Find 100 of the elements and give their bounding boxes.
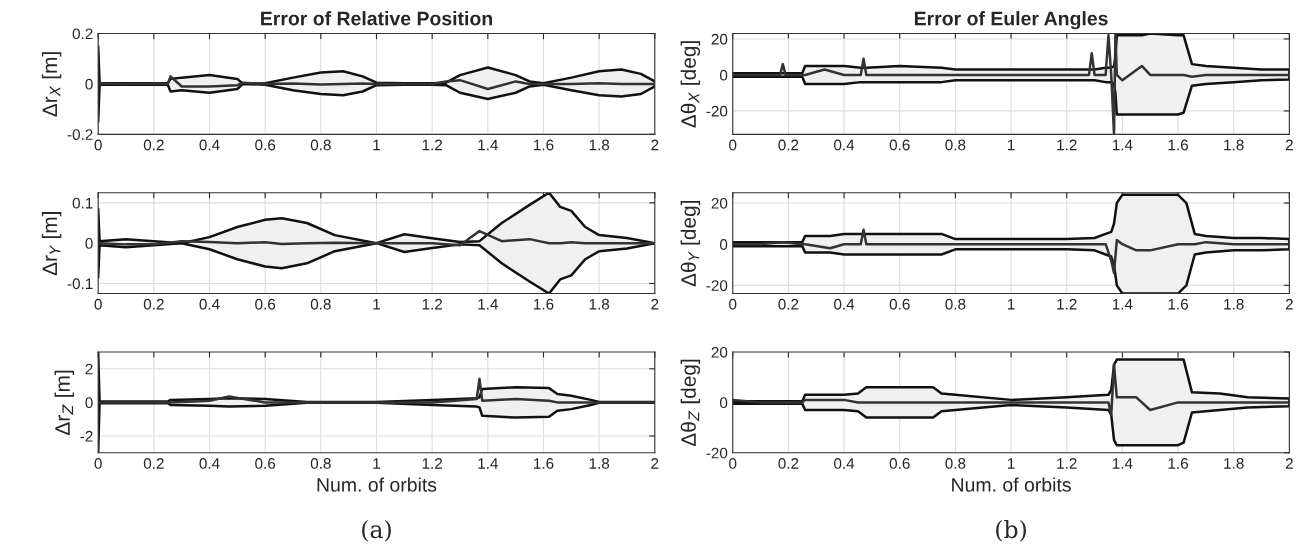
y-tick-label: 2 xyxy=(85,363,93,375)
x-tick-label: 2 xyxy=(1285,458,1293,469)
x-tick-label: 2 xyxy=(651,458,659,469)
y-axis-title: Δθ$_{X}$ [deg] xyxy=(680,41,701,128)
x-tick-label: 0.4 xyxy=(199,458,220,469)
x-tick-label: 0.2 xyxy=(143,458,164,469)
x-tick-label: 1.8 xyxy=(589,458,610,469)
x-tick-label: 1 xyxy=(373,139,380,151)
text: (a) xyxy=(362,519,391,542)
x-tick-label: 1.4 xyxy=(478,458,498,469)
x-tick-label: 0 xyxy=(94,139,102,151)
x-tick-label: 0 xyxy=(94,298,102,310)
y-tick-label: 0 xyxy=(85,78,93,90)
x-tick-label: 2 xyxy=(651,139,659,151)
y-tick-label: -20 xyxy=(706,280,728,292)
y-tick-label: 0 xyxy=(719,397,728,409)
x-tick-label: 0.8 xyxy=(310,139,331,151)
x-tick-label: 1.6 xyxy=(534,458,554,469)
y-tick-label: 0 xyxy=(85,238,93,249)
x-tick-label: 0.4 xyxy=(834,139,855,151)
x-axis-title: Num. of orbits xyxy=(317,477,437,492)
x-tick-label: 0.6 xyxy=(255,139,276,151)
y-tick-label: 0 xyxy=(719,239,728,250)
x-tick-label: 0.2 xyxy=(778,458,799,469)
y-tick-label: 20 xyxy=(711,33,728,45)
chart-title: Error of Euler Angles xyxy=(914,11,1108,30)
x-tick-label: 1.4 xyxy=(1112,458,1133,469)
x-tick-label: 0.2 xyxy=(778,139,799,151)
x-tick-label: 1.2 xyxy=(1057,458,1077,469)
y-tick-label: -20 xyxy=(706,447,728,459)
x-tick-label: 0 xyxy=(94,458,102,469)
x-tick-label: 0.2 xyxy=(778,298,799,310)
text: (b) xyxy=(996,519,1026,542)
y-tick-label: 0.1 xyxy=(72,197,93,209)
x-tick-label: 0.6 xyxy=(255,298,276,310)
x-tick-label: 0.8 xyxy=(310,298,331,310)
x-tick-label: 1.8 xyxy=(1224,298,1244,310)
y-axis-title: Δθ$_{Z}$ [deg] xyxy=(680,359,701,447)
chart-title: Error of Relative Position xyxy=(261,11,492,26)
x-tick-label: 1.6 xyxy=(534,139,554,151)
x-tick-label: 1.4 xyxy=(1112,298,1133,310)
x-tick-label: 2 xyxy=(1285,139,1293,151)
x-tick-label: 0.4 xyxy=(834,458,855,469)
x-tick-label: 0.8 xyxy=(945,458,966,469)
x-tick-label: 1.4 xyxy=(1112,139,1133,151)
line-series xyxy=(98,229,655,247)
x-tick-label: 1 xyxy=(1007,139,1015,151)
line-series xyxy=(732,33,1290,135)
x-tick-label: 0.6 xyxy=(889,298,910,310)
y-tick-label: -0.1 xyxy=(67,278,93,290)
x-axis-title: Num. of orbits xyxy=(952,477,1071,492)
y-tick-label: 20 xyxy=(711,346,728,358)
x-tick-label: 0.6 xyxy=(255,458,276,469)
x-tick-label: 1.8 xyxy=(1224,458,1244,469)
line-series xyxy=(732,228,1290,275)
y-axis-title: Δθ$_{Y}$ [deg] xyxy=(680,201,701,287)
x-tick-label: 0.2 xyxy=(143,139,164,151)
x-tick-label: 2 xyxy=(651,298,659,310)
y-tick-label: 0.2 xyxy=(72,28,93,40)
x-tick-label: 1.2 xyxy=(1057,139,1077,151)
x-tick-label: 0.6 xyxy=(889,458,910,469)
y-tick-label: 20 xyxy=(711,197,728,209)
x-tick-label: 1.2 xyxy=(422,458,443,469)
x-tick-label: 0 xyxy=(729,298,737,310)
x-tick-label: 1 xyxy=(1007,298,1015,310)
x-tick-label: 1 xyxy=(373,298,380,310)
x-tick-label: 0.4 xyxy=(199,139,220,151)
x-tick-label: 0.8 xyxy=(945,298,966,310)
y-axis-title: Δr$_{X}$ [m] xyxy=(41,52,62,117)
x-tick-label: 1.6 xyxy=(1168,458,1188,469)
x-tick-label: 1.2 xyxy=(1057,298,1077,310)
y-axis-title: Δr$_{Z}$ [m] xyxy=(54,370,75,436)
line-series xyxy=(732,363,1290,417)
x-tick-label: 1.2 xyxy=(422,139,443,151)
y-tick-label: -2 xyxy=(80,430,93,442)
y-tick-label: 0 xyxy=(85,397,93,409)
x-tick-label: 1.2 xyxy=(422,298,443,310)
line-series xyxy=(98,377,655,404)
x-tick-label: 1.4 xyxy=(478,298,498,310)
x-tick-label: 1 xyxy=(1007,458,1015,469)
x-tick-label: 1 xyxy=(373,458,380,469)
x-tick-label: 1.6 xyxy=(1168,139,1188,151)
x-tick-label: 1.8 xyxy=(589,139,610,151)
x-tick-label: 1.6 xyxy=(534,298,554,310)
x-tick-label: 2 xyxy=(1285,298,1293,310)
x-tick-label: 0 xyxy=(729,458,737,469)
y-axis-title: Δr$_{Y}$ [m] xyxy=(41,212,62,276)
y-tick-label: -0.2 xyxy=(67,129,93,141)
x-tick-label: 0.4 xyxy=(834,298,855,310)
y-tick-label: -20 xyxy=(706,105,728,117)
x-tick-label: 0 xyxy=(729,139,737,151)
x-tick-label: 0.4 xyxy=(199,298,220,310)
y-tick-label: 0 xyxy=(719,69,728,81)
x-tick-label: 1.8 xyxy=(589,298,610,310)
x-tick-label: 1.6 xyxy=(1168,298,1188,310)
x-tick-label: 0.8 xyxy=(310,458,331,469)
x-tick-label: 1.8 xyxy=(1224,139,1244,151)
x-tick-label: 1.4 xyxy=(478,139,498,151)
x-tick-label: 0.6 xyxy=(889,139,910,151)
x-tick-label: 0.2 xyxy=(143,298,164,310)
